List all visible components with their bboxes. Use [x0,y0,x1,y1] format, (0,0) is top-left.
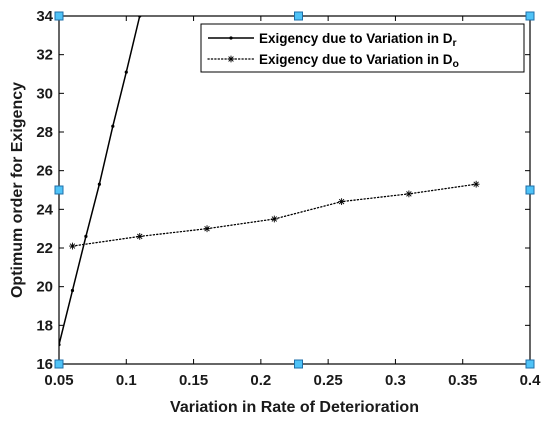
data-point-0 [70,288,75,293]
resize-handle[interactable] [294,359,303,369]
asterisk-stroke [406,191,412,197]
x-tick-label: 0.35 [448,372,477,389]
y-tick-label: 30 [36,85,53,102]
x-tick-label: 0.4 [520,372,542,389]
data-point-1 [405,190,413,198]
data-point-0 [84,234,88,238]
legend-label-text: Exigency due to Variation in D [259,31,453,46]
x-tick-label: 0.25 [314,372,343,389]
resize-handle[interactable] [525,185,535,195]
data-point-0 [124,70,128,74]
legend-label-subscript: r [453,37,457,49]
data-point-1 [203,225,211,233]
data-point-0 [97,182,101,186]
y-tick-label: 18 [36,317,53,334]
y-tick-label: 34 [36,8,53,25]
resize-handle[interactable] [525,11,535,21]
x-tick-label: 0.2 [250,372,271,389]
asterisk-stroke [69,243,76,249]
y-tick-label: 22 [36,240,53,257]
data-point-1 [69,242,76,250]
axis-ticks: 0.05 0.1 0.15 0.2 0.25 0.3 0.35 0.4 16 18 20 22 24 26… [36,8,541,389]
data-point-1 [270,215,278,223]
series-line-0 [59,16,141,345]
data-point-1 [472,180,480,188]
y-tick-label: 32 [36,47,53,64]
legend-label-text: Exigency due to Variation in D [259,52,453,67]
legend: Exigency due to Variation in DrExigency … [200,23,525,73]
x-tick-label: 0.15 [179,372,208,389]
asterisk-stroke [228,56,234,62]
asterisk-stroke [338,198,345,205]
legend-marker-1 [227,55,235,63]
x-tick-label: 0.1 [116,372,137,389]
legend-label-subscript: o [453,58,459,70]
y-axis-label: Optimum order for Exigency [9,82,26,298]
asterisk-stroke [137,233,143,240]
x-tick-label: 0.3 [385,372,406,389]
asterisk-stroke [473,181,479,187]
asterisk-stroke [271,216,278,222]
y-tick-label: 24 [36,201,53,218]
resize-handle[interactable] [54,359,64,369]
legend-marker-0 [229,36,233,40]
resize-handle[interactable] [294,11,303,21]
legend-label-0: Exigency due to Variation in Dr [259,31,457,49]
legend-box [200,23,525,73]
y-tick-label: 26 [36,163,53,180]
data-point-1 [136,233,144,240]
series-line-1 [71,183,477,247]
data-point-0 [111,124,115,128]
x-tick-label: 0.05 [44,372,73,389]
x-axis-label: Variation in Rate of Deterioration [170,399,419,416]
resize-handle[interactable] [54,11,64,21]
resize-handle[interactable] [525,359,535,369]
selection-handles[interactable] [54,11,535,369]
data-point-1 [338,198,345,205]
y-tick-label: 28 [36,124,53,141]
resize-handle[interactable] [54,185,64,195]
y-tick-label: 16 [36,356,53,373]
legend-label-1: Exigency due to Variation in Do [259,52,459,70]
y-tick-label: 20 [36,279,53,296]
asterisk-stroke [204,225,210,232]
